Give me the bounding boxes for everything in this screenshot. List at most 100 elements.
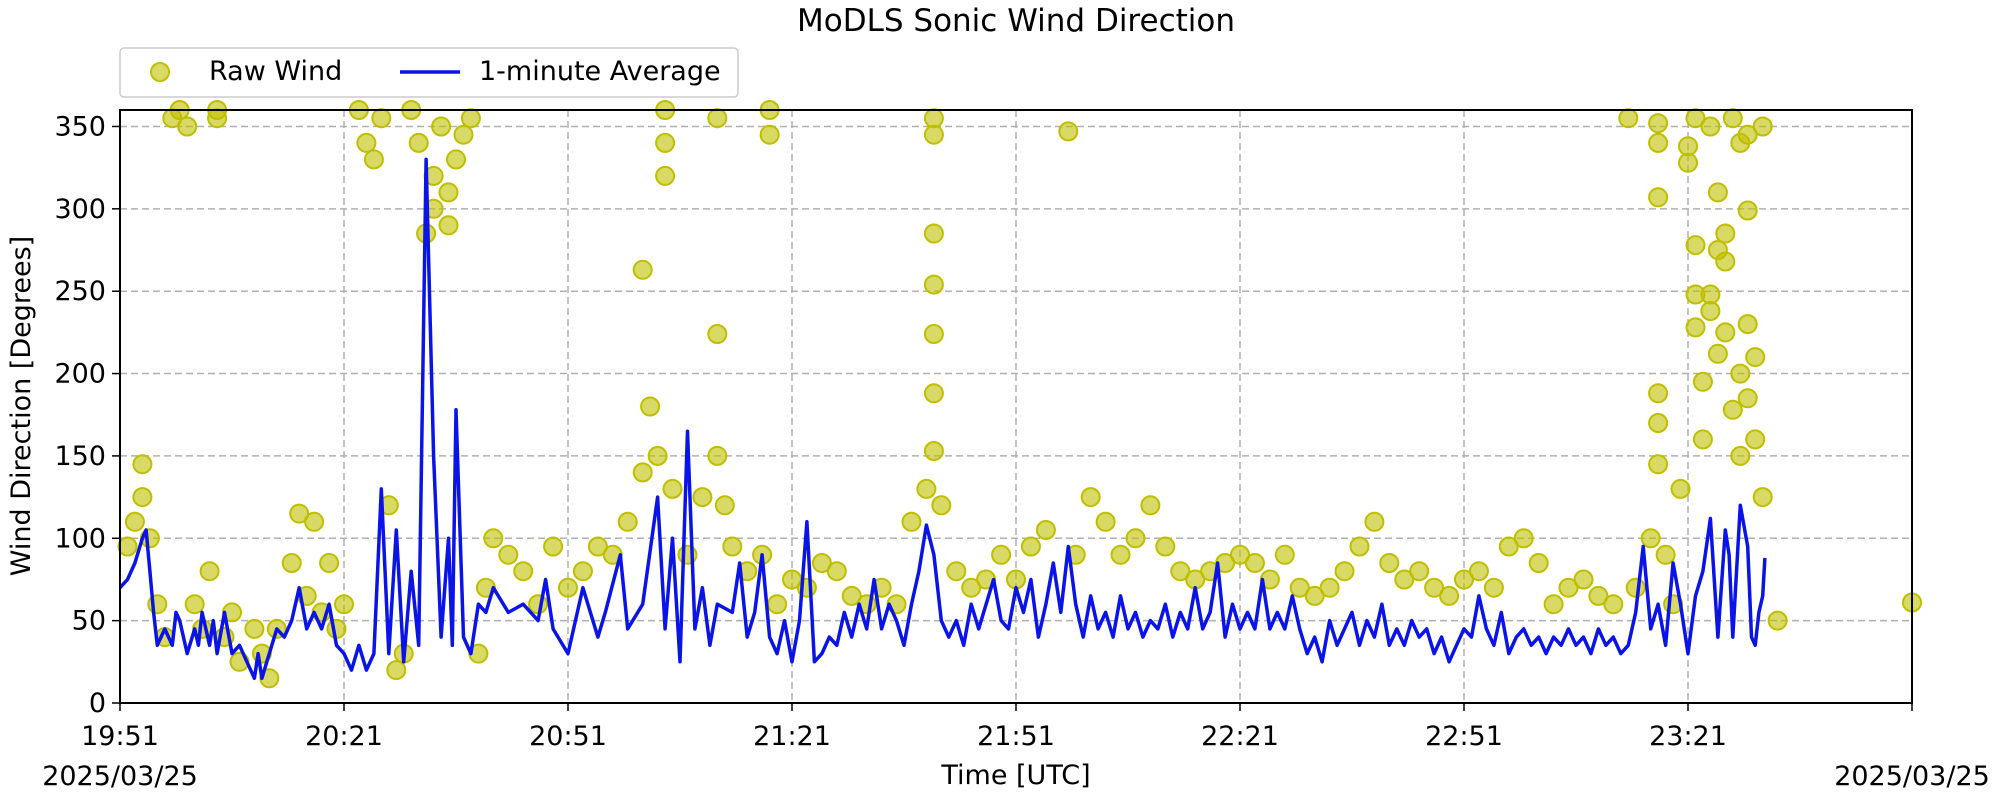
raw-wind-point <box>647 445 668 466</box>
raw-wind-point <box>1558 577 1579 598</box>
raw-wind-point <box>1722 108 1743 129</box>
x-tick-label: 20:21 <box>305 721 383 752</box>
raw-wind-point <box>1648 113 1669 134</box>
raw-wind-point <box>124 511 145 532</box>
x-tick-label: 22:21 <box>1201 721 1279 752</box>
raw-wind-point <box>961 577 982 598</box>
raw-wind-point <box>244 618 265 639</box>
raw-wind-point <box>1737 124 1758 145</box>
raw-wind-point <box>334 594 354 615</box>
raw-wind-point <box>1730 445 1751 466</box>
raw-wind-point <box>991 544 1012 565</box>
raw-wind-point <box>1543 594 1564 615</box>
raw-wind-point <box>1715 251 1736 272</box>
y-tick-label: 150 <box>54 441 106 472</box>
raw-wind-points <box>117 100 1922 689</box>
raw-wind-point <box>1095 511 1116 532</box>
raw-wind-point <box>1737 314 1758 335</box>
raw-wind-point <box>923 223 944 244</box>
raw-wind-point <box>916 478 937 499</box>
raw-wind-point <box>1618 108 1639 129</box>
raw-wind-point <box>1588 585 1609 606</box>
raw-wind-point <box>1424 577 1445 598</box>
raw-wind-point <box>632 259 653 280</box>
raw-wind-point <box>558 577 578 598</box>
raw-wind-point <box>946 561 967 582</box>
raw-wind-point <box>1737 200 1758 221</box>
raw-wind-point <box>655 132 676 153</box>
x-tick-label: 19:51 <box>81 721 159 752</box>
raw-wind-point <box>1692 429 1713 450</box>
raw-wind-point <box>931 495 952 516</box>
raw-wind-point <box>1707 343 1728 364</box>
raw-wind-point <box>1125 528 1146 549</box>
raw-wind-point <box>1319 577 1340 598</box>
raw-wind-point <box>1498 536 1519 557</box>
y-axis-ticks: 0 50 100 150 200 250 300 350 <box>54 111 120 719</box>
raw-wind-point <box>453 124 474 145</box>
raw-wind-point <box>1745 429 1766 450</box>
raw-wind-point <box>841 585 862 606</box>
raw-wind-point <box>1304 585 1325 606</box>
raw-wind-point <box>1394 569 1415 590</box>
raw-wind-point <box>923 383 944 404</box>
raw-wind-point <box>707 445 728 466</box>
x-tick-label: 23:21 <box>1649 721 1727 752</box>
raw-wind-point <box>811 553 832 573</box>
raw-wind-point <box>356 132 377 153</box>
y-tick-label: 300 <box>54 194 106 225</box>
raw-wind-point <box>289 503 310 524</box>
raw-wind-point <box>1020 536 1041 557</box>
raw-wind-point <box>528 594 549 615</box>
raw-wind-point <box>1006 569 1026 590</box>
raw-wind-point <box>1483 577 1504 598</box>
raw-wind-point <box>1700 284 1721 305</box>
date-label-left: 2025/03/25 <box>42 761 198 792</box>
raw-wind-point <box>1334 561 1355 582</box>
raw-wind-point <box>767 594 788 615</box>
raw-wind-point <box>923 324 944 344</box>
legend-label-average: 1-minute Average <box>479 56 721 87</box>
raw-wind-point <box>1722 399 1743 420</box>
raw-wind-point <box>759 124 780 145</box>
raw-wind-point <box>1767 610 1788 631</box>
raw-wind-point <box>319 553 340 573</box>
raw-wind-point <box>386 660 407 681</box>
raw-wind-point <box>923 108 944 129</box>
raw-wind-point <box>460 108 481 129</box>
raw-wind-point <box>617 511 638 532</box>
raw-wind-point <box>513 561 534 582</box>
raw-wind-point <box>1513 528 1534 549</box>
raw-wind-point <box>1715 223 1736 244</box>
raw-wind-point <box>1752 487 1773 508</box>
raw-wind-point <box>1730 363 1751 384</box>
y-tick-label: 100 <box>54 523 106 554</box>
raw-wind-point <box>1692 371 1713 392</box>
raw-wind-point <box>707 108 728 129</box>
raw-wind-point <box>1364 511 1385 532</box>
raw-wind-point <box>923 441 944 461</box>
legend-label-raw-wind: Raw Wind <box>209 56 342 87</box>
raw-wind-point <box>1155 536 1176 557</box>
raw-wind-point <box>543 536 564 557</box>
raw-wind-point <box>1685 317 1706 338</box>
raw-wind-point <box>1648 187 1669 208</box>
raw-wind-point <box>923 124 944 145</box>
x-tick-label: 22:51 <box>1425 721 1503 752</box>
raw-wind-point <box>722 536 743 557</box>
date-label-right: 2025/03/25 <box>1834 761 1990 792</box>
raw-wind-point <box>1648 132 1669 153</box>
raw-wind-point <box>1648 454 1669 475</box>
raw-wind-point <box>1035 520 1056 540</box>
raw-wind-point <box>1707 182 1728 203</box>
raw-wind-point <box>431 116 452 137</box>
raw-wind-point <box>901 511 922 532</box>
raw-wind-point <box>281 553 302 573</box>
raw-wind-point <box>326 618 347 639</box>
legend-marker-raw-wind <box>150 62 170 82</box>
raw-wind-point <box>1058 121 1079 142</box>
raw-wind-point <box>1349 536 1370 557</box>
raw-wind-point <box>1745 347 1766 368</box>
raw-wind-point <box>408 132 429 153</box>
